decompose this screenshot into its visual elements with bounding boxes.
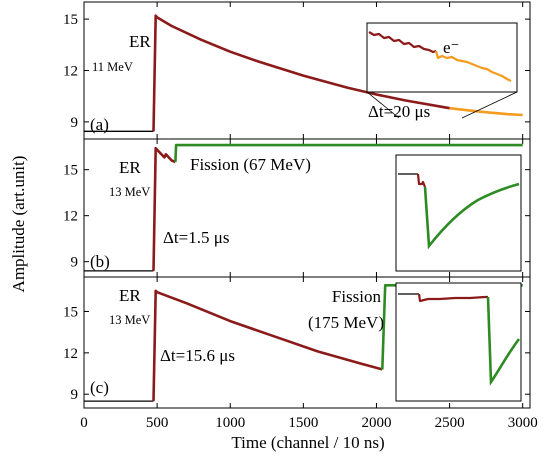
x-tick-label-0: 0	[80, 415, 88, 431]
panel-a-series-er	[152, 14, 450, 132]
panel-c-er-label: ER	[119, 286, 141, 305]
x-tick-label-1: 500	[146, 415, 169, 431]
y-axis-label: Amplitude (art.unit)	[9, 156, 28, 293]
inset-a-er-trace	[368, 31, 437, 54]
panel-a-ytick-label-2: 15	[63, 12, 78, 28]
panel-c: 9 12 15 ER 13 MeV Fission (175 MeV) Δt=15.…	[63, 276, 531, 409]
panel-c-label: (c)	[90, 378, 109, 397]
panel-b-ytick-label-1: 12	[63, 209, 78, 225]
panel-c-series-er	[152, 289, 383, 402]
panel-b-series-er	[152, 146, 176, 271]
panel-b-ytick-label-0: 9	[71, 255, 79, 271]
panel-c-frame	[83, 276, 531, 409]
inset-a-electron-label: e⁻	[443, 38, 460, 57]
panel-b-label: (b)	[90, 252, 110, 271]
panel-a-label: (a)	[90, 115, 109, 134]
x-tick-label-4: 2000	[361, 415, 391, 431]
panel-b-series-fission	[174, 143, 523, 163]
panel-a-energy-label: 11 MeV	[92, 60, 133, 74]
panel-b-ytick-label-2: 15	[63, 163, 78, 179]
panel-b-dt-label: Δt=1.5 μs	[163, 228, 229, 247]
inset-c-fission-trace	[486, 296, 521, 386]
panel-c-ytick-label-2: 15	[63, 304, 78, 320]
panel-a-er-label: ER	[129, 32, 151, 51]
x-axis-label: Time (channel / 10 ns)	[231, 433, 384, 452]
panel-c-fission-label-line1: Fission	[332, 287, 382, 306]
panel-b-inset	[395, 154, 522, 272]
panel-b-energy-label: 13 MeV	[109, 185, 150, 199]
x-tick-label-5: 2500	[435, 415, 465, 431]
panel-a-inset: e⁻	[366, 22, 518, 119]
panel-a-ytick-label-0: 9	[71, 115, 79, 131]
panel-b-fission-label: Fission (67 MeV)	[190, 155, 311, 174]
panel-b: 9 12 15 ER 13 MeV Fission (67 MeV) Δt=1.5 …	[63, 138, 531, 278]
inset-connector-right	[461, 91, 518, 119]
panel-a: 9 12 15 ER 11 MeV Δt=20 μs (a) e⁻	[63, 1, 531, 140]
inset-b-er-trace	[416, 173, 427, 188]
panel-a-dt-label: Δt=20 μs	[368, 102, 430, 121]
x-tick-label-2: 1000	[215, 415, 245, 431]
panel-c-ytick-label-0: 9	[71, 387, 79, 403]
inset-connector-left	[366, 91, 400, 119]
inset-b-fission-trace	[423, 182, 520, 250]
panel-c-fission-label-line2: (175 MeV)	[308, 313, 384, 332]
inset-c-er-trace	[417, 293, 488, 303]
panel-c-ytick-label-1: 12	[63, 346, 78, 362]
x-tick-label-6: 3000	[508, 415, 538, 431]
x-tick-label-3: 1500	[288, 415, 318, 431]
panel-b-er-label: ER	[119, 158, 141, 177]
panel-a-series-electron	[449, 106, 523, 117]
panel-c-energy-label: 13 MeV	[109, 313, 150, 327]
panel-c-dt-label: Δt=15.6 μs	[160, 346, 235, 365]
inset-c-frame	[395, 282, 522, 402]
panel-a-ytick-label-1: 12	[63, 64, 78, 80]
inset-a-electron-trace	[434, 50, 512, 82]
x-axis: 0 500 1000 1500 2000 2500 3000	[80, 415, 537, 431]
inset-a-frame	[366, 22, 518, 93]
panel-c-inset	[395, 282, 522, 402]
